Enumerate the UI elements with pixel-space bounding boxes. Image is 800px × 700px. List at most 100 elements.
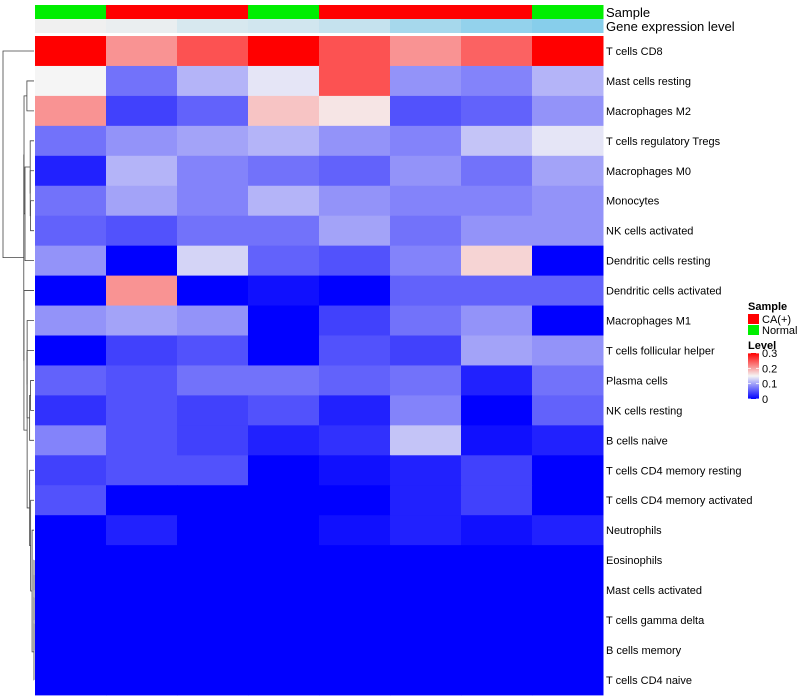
heatmap-cell (319, 635, 391, 666)
heatmap-cell (532, 275, 604, 307)
heatmap-cell (532, 485, 604, 516)
heatmap-cell (319, 365, 391, 396)
heatmap-cell (319, 95, 391, 127)
heatmap-cell (35, 664, 107, 696)
heatmap-cell (532, 335, 604, 366)
heatmap-cell (35, 275, 107, 307)
expression-track-cell (106, 19, 178, 33)
legend-label-ca: CA(+) (762, 314, 791, 326)
heatmap-cell (390, 455, 462, 486)
heatmap-cell (319, 664, 391, 696)
heatmap-cell (319, 455, 391, 486)
dendrogram-branch (24, 166, 34, 262)
heatmap-cell (106, 575, 178, 606)
row-label: T cells CD8 (606, 46, 663, 58)
heatmap-cell (532, 36, 604, 67)
heatmap-cell (248, 545, 320, 576)
heatmap-cell (390, 664, 462, 696)
heatmap-cell (248, 635, 320, 666)
dendrogram-branch (29, 395, 34, 441)
heatmap-cell (177, 635, 249, 666)
heatmap-cell (319, 605, 391, 636)
row-label: B cells memory (606, 645, 682, 657)
expression-track-cell (532, 19, 604, 33)
heatmap-cell (106, 455, 178, 486)
heatmap-cell (35, 605, 107, 636)
row-label: Dendritic cells activated (606, 286, 722, 298)
heatmap-cell (35, 635, 107, 666)
level-colorbar-ticks: 0.3 0.2 0.1 0 (748, 348, 777, 406)
heatmap-cell (177, 36, 249, 67)
row-label: T cells follicular helper (606, 345, 715, 357)
heatmap-cell (390, 335, 462, 366)
heatmap-cell (106, 485, 178, 516)
heatmap-cell (248, 125, 320, 157)
level-colorbar (748, 353, 759, 399)
heatmap-cell (106, 155, 178, 187)
heatmap-cell (35, 155, 107, 187)
heatmap-cell (532, 635, 604, 666)
heatmap-cell (177, 545, 249, 576)
row-dendrogram (2, 50, 35, 681)
heatmap-cell (248, 36, 320, 67)
heatmap-cell (248, 215, 320, 247)
heatmap-cell (35, 425, 107, 456)
heatmap-cell (319, 275, 391, 307)
heatmap-cell (532, 664, 604, 696)
level-tick-label: 0 (762, 394, 768, 406)
heatmap-cell (106, 185, 178, 217)
sample-track-cell (177, 5, 249, 19)
heatmap-cell (248, 485, 320, 516)
heatmap-cell (532, 65, 604, 97)
heatmap-cell (177, 155, 249, 187)
dendrogram-branch (26, 80, 34, 112)
heatmap-cell (248, 155, 320, 187)
heatmap-cell (532, 95, 604, 127)
sample-track-cell (248, 5, 320, 19)
heatmap-cell (248, 95, 320, 127)
heatmap-cell (532, 395, 604, 426)
heatmap-cell (319, 185, 391, 217)
heatmap-cell (177, 395, 249, 426)
heatmap-cell (106, 215, 178, 247)
heatmap-cell (532, 545, 604, 576)
heatmap-cell (390, 395, 462, 426)
heatmap-cell (177, 185, 249, 217)
heatmap-cell (35, 485, 107, 516)
heatmap-cell (106, 36, 178, 67)
row-label: T cells CD4 memory resting (606, 465, 742, 477)
heatmap-cell (106, 245, 178, 277)
heatmap-cell (106, 365, 178, 396)
heatmap-cell (390, 545, 462, 576)
heatmap-cell (248, 275, 320, 307)
heatmap-cell (177, 515, 249, 546)
dendrogram-branch (30, 200, 34, 232)
heatmap-cell (390, 365, 462, 396)
heatmap-cell (319, 395, 391, 426)
expression-track-title: Gene expression level (606, 19, 735, 34)
heatmap-cell (319, 155, 391, 187)
heatmap-cell (532, 125, 604, 157)
heatmap-cell (390, 275, 462, 307)
heatmap-cell (461, 485, 533, 516)
heatmap-cell (390, 245, 462, 277)
heatmap-cell (319, 245, 391, 277)
heatmap-cell (35, 36, 107, 67)
heatmap-cell (177, 605, 249, 636)
heatmap-cell (106, 275, 178, 307)
heatmap-cell (461, 605, 533, 636)
dendrogram-branch (30, 499, 34, 592)
heatmap-cell (532, 185, 604, 217)
heatmap-cell (177, 125, 249, 157)
heatmap-cell (461, 335, 533, 366)
expression-track-cell (319, 19, 391, 33)
sample-track-cell (35, 5, 107, 19)
row-label: NK cells resting (606, 405, 682, 417)
heatmap-cell (106, 65, 178, 97)
sample-track-cell (319, 5, 391, 19)
row-label: Mast cells activated (606, 585, 702, 597)
heatmap-cell (461, 515, 533, 546)
row-label: T cells CD4 memory activated (606, 495, 753, 507)
heatmap-cell (319, 515, 391, 546)
heatmap-cell (248, 664, 320, 696)
